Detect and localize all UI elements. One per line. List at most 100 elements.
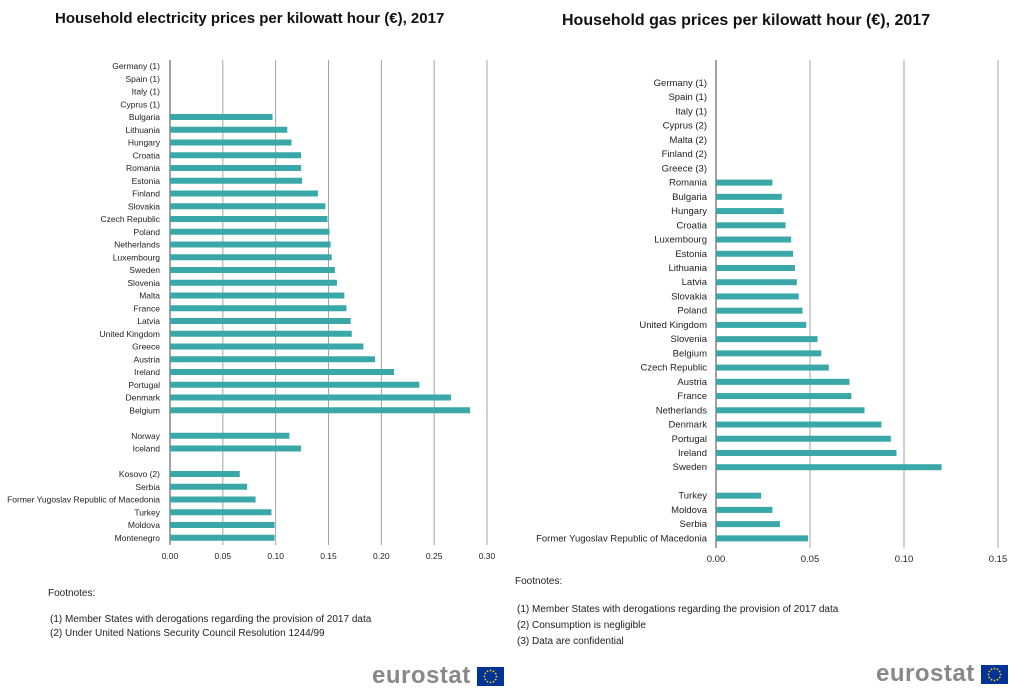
category-label: Netherlands [114,240,160,250]
footnotes-left-heading: Footnotes: [48,588,96,599]
category-label: Portugal [672,434,707,445]
chart-title-gas: Household gas prices per kilowatt hour (… [562,12,931,29]
category-label: Poland [134,227,161,237]
category-label: Slovenia [671,334,708,345]
category-label: Estonia [132,176,161,186]
category-label: Hungary [671,206,707,217]
footnote-left-2: (2) Under United Nations Security Counci… [50,628,325,639]
category-label: Serbia [135,482,160,492]
category-label: Latvia [682,277,708,288]
flag-star [484,678,486,680]
bar [170,356,375,363]
flag-star [998,676,1001,678]
category-label: Hungary [128,138,161,148]
category-label: Croatia [133,150,161,160]
x-tick-label: 0.25 [426,551,443,561]
category-label: France [134,303,161,313]
bar [716,407,865,414]
flag-star [996,678,999,681]
flag-star [489,669,492,671]
category-label: Estonia [675,249,707,260]
flag-star [489,681,492,683]
category-label: Romania [126,163,160,173]
bar [170,471,240,477]
flag-star [988,670,990,672]
x-tick-label: 0.20 [373,551,390,561]
category-label: Lithuania [125,125,160,135]
category-label: Kosovo (2) [119,469,160,479]
footnotes-right-heading: Footnotes: [515,576,563,587]
category-label: Moldova [128,520,160,530]
eurostat-wordmark: eurostat [372,662,471,689]
flag-star [492,680,495,683]
x-tick-label: 0.10 [895,554,914,565]
category-label: Finland [132,189,160,199]
flag-star [483,675,486,677]
category-label: Sweden [129,265,160,275]
category-label: Netherlands [656,405,707,416]
eurostat-wordmark: eurostat [876,660,975,687]
category-label: Czech Republic [640,363,707,374]
bar [716,279,797,286]
category-label: Ireland [134,367,160,377]
bar [170,522,275,528]
bar [170,241,331,248]
bar [170,292,345,299]
bar [716,307,803,314]
category-label: Luxembourg [654,235,707,246]
category-label: Spain (1) [668,92,707,103]
bar [716,364,829,371]
bar [716,236,792,243]
bar [170,369,395,375]
x-tick-label: 0.30 [479,551,496,561]
category-label: Czech Republic [100,214,160,224]
category-label: Greece [132,342,160,352]
x-tick-label: 0.00 [162,551,179,561]
bar [716,535,809,542]
bar [716,321,807,328]
bar [716,264,795,271]
flag-star [993,679,996,681]
category-label: Slovakia [128,201,160,211]
flag-star [486,680,489,683]
category-label: Poland [677,306,707,317]
category-label: Belgium [673,348,707,359]
bar [716,293,799,300]
flag-star [492,669,495,672]
flag-star [486,669,489,672]
chart-title-electricity: Household electricity prices per kilowat… [55,10,445,27]
category-label: Montenegro [115,533,161,543]
bar [170,114,273,120]
category-label: Sweden [673,462,707,473]
flag-star [988,676,990,678]
bar [716,421,882,428]
category-label: France [677,391,707,402]
flag-star [494,678,497,680]
footnote-right-2: (2) Consumption is negligible [517,620,646,631]
category-label: Italy (1) [675,106,707,117]
x-tick-label: 0.15 [989,554,1008,565]
bar [716,250,794,257]
x-tick-label: 0.15 [320,551,337,561]
category-label: United Kingdom [100,329,160,339]
bar [170,139,292,146]
bar [170,216,328,222]
bar [716,464,942,471]
bar [170,432,290,439]
flag-background [476,666,504,686]
eurostat-logo-left: eurostat [372,662,504,690]
footnote-right-1: (1) Member States with derogations regar… [517,604,839,615]
bar [170,279,337,286]
bar [170,394,452,401]
bar [170,254,332,261]
category-label: Denmark [126,393,161,403]
bar [170,407,471,414]
bar [716,336,818,343]
category-label: Malta (2) [670,135,707,146]
footnote-left-1: (1) Member States with derogations regar… [50,614,372,625]
category-label: Romania [669,178,708,189]
bar [170,318,351,324]
bar [170,152,302,159]
flag-star [998,670,1001,672]
